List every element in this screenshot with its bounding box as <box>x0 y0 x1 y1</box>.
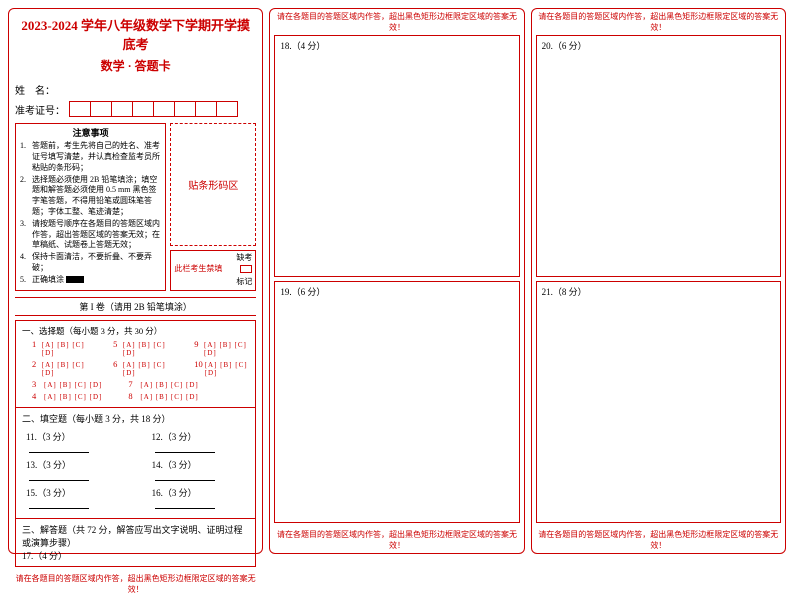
mc-opts[interactable]: [A] [B] [C] [D] <box>140 381 198 389</box>
barcode-label: 贴条形码区 <box>188 177 238 192</box>
mc-opts[interactable]: [A] [B] [C] [D] <box>123 341 168 357</box>
q17-label: 17.（4 分） <box>22 549 249 562</box>
mc-opts[interactable]: [A] [B] [C] [D] <box>140 393 198 401</box>
mc-opts[interactable]: [A] [B] [C] [D] <box>44 381 102 389</box>
section1-bar: 第 I 卷（请用 2B 铅笔填涂） <box>15 297 256 316</box>
mc-opts[interactable]: [A] [B] [C] [D] <box>42 341 87 357</box>
q21-block[interactable]: 21.（8 分） <box>536 281 781 523</box>
mc-opts[interactable]: [A] [B] [C] [D] <box>42 361 87 377</box>
name-label: 姓 名： <box>15 86 55 97</box>
fill-box: 二、填空题（每小题 3 分，共 18 分） 11.（3 分） 12.（3 分） … <box>15 408 256 519</box>
q19-label: 19.（6 分） <box>280 287 325 297</box>
notice-item: 正确填涂 <box>32 275 64 284</box>
barcode-area: 贴条形码区 <box>170 123 256 246</box>
fill-blank[interactable] <box>155 444 215 453</box>
fill-item: 12.（3 分） <box>152 432 197 442</box>
ans-title: 三、解答题（共 72 分，解答应写出文字说明、证明过程或演算步骤） <box>22 523 249 549</box>
fill-blank[interactable] <box>155 472 215 481</box>
absent-label: 缺考 <box>236 253 252 263</box>
name-row: 姓 名： <box>15 82 256 97</box>
fill-item: 15.（3 分） <box>26 488 71 498</box>
id-boxes[interactable] <box>65 101 238 117</box>
q19-block[interactable]: 19.（6 分） <box>274 281 519 523</box>
fill-item: 14.（3 分） <box>152 460 197 470</box>
q18-label: 18.（4 分） <box>280 41 325 51</box>
fill-blank[interactable] <box>29 472 89 481</box>
fill-blank[interactable] <box>29 444 89 453</box>
info-row: 注意事项 1.答题前，考生先将自己的姓名、准考证号填写清楚，并认真检查监考员所粘… <box>15 123 256 291</box>
mc-opts[interactable]: [A] [B] [C] [D] <box>204 341 249 357</box>
answer-sheet: 2023-2024 学年八年级数学下学期开学摸底考 数学 · 答题卡 姓 名： … <box>8 8 786 554</box>
top-warn: 请在各题目的答题区域内作答，超出黑色矩形边框限定区域的答案无效！ <box>270 9 523 35</box>
fill-blank[interactable] <box>155 500 215 509</box>
column-2: 请在各题目的答题区域内作答，超出黑色矩形边框限定区域的答案无效！ 18.（4 分… <box>269 8 524 554</box>
id-label: 准考证号： <box>15 102 65 117</box>
fill-item: 13.（3 分） <box>26 460 71 470</box>
answer-box-17[interactable]: 三、解答题（共 72 分，解答应写出文字说明、证明过程或演算步骤） 17.（4 … <box>15 519 256 567</box>
q21-label: 21.（8 分） <box>542 287 587 297</box>
mc-opts[interactable]: [A] [B] [C] [D] <box>123 361 168 377</box>
top-warn: 请在各题目的答题区域内作答，超出黑色矩形边框限定区域的答案无效！ <box>532 9 785 35</box>
mc-box: 一、选择题（每小题 3 分，共 30 分） 1[A] [B] [C] [D] 5… <box>15 320 256 408</box>
absent-checkbox[interactable] <box>240 265 252 273</box>
column-1: 2023-2024 学年八年级数学下学期开学摸底考 数学 · 答题卡 姓 名： … <box>8 8 263 554</box>
main-title: 2023-2024 学年八年级数学下学期开学摸底考 <box>15 15 256 53</box>
notice-title: 注意事项 <box>20 127 161 139</box>
q18-block[interactable]: 18.（4 分） <box>274 35 519 277</box>
footer-warn: 请在各题目的答题区域内作答，超出黑色矩形边框限定区域的答案无效！ <box>532 527 785 553</box>
forbid-title: 此栏考生禁填 <box>174 264 222 274</box>
id-row: 准考证号： <box>15 101 256 117</box>
q20-block[interactable]: 20.（6 分） <box>536 35 781 277</box>
notice-item: 选择题必须使用 2B 铅笔填涂；填空题和解答题必须使用 0.5 mm 黑色签字笔… <box>32 175 161 218</box>
forbid-box: 缺考 此栏考生禁填 标记 <box>170 250 256 290</box>
column-3: 请在各题目的答题区域内作答，超出黑色矩形边框限定区域的答案无效！ 20.（6 分… <box>531 8 786 554</box>
mc-opts[interactable]: [A] [B] [C] [D] <box>44 393 102 401</box>
fill-title: 二、填空题（每小题 3 分，共 18 分） <box>22 412 249 425</box>
mc-opts[interactable]: [A] [B] [C] [D] <box>205 361 250 377</box>
sub-title: 数学 · 答题卡 <box>15 57 256 74</box>
notice-item: 请按题号顺序在各题目的答题区域内作答，超出答题区域的答案无效；在草稿纸、试题卷上… <box>32 219 161 251</box>
footer-warn: 请在各题目的答题区域内作答，超出黑色矩形边框限定区域的答案无效！ <box>9 571 262 597</box>
fill-blank[interactable] <box>29 500 89 509</box>
fill-item: 16.（3 分） <box>152 488 197 498</box>
footer-warn: 请在各题目的答题区域内作答，超出黑色矩形边框限定区域的答案无效！ <box>270 527 523 553</box>
notice-box: 注意事项 1.答题前，考生先将自己的姓名、准考证号填写清楚，并认真检查监考员所粘… <box>15 123 166 291</box>
notice-item: 答题前，考生先将自己的姓名、准考证号填写清楚，并认真检查监考员所粘贴的条形码； <box>32 141 161 173</box>
q20-label: 20.（6 分） <box>542 41 587 51</box>
mark-label: 标记 <box>236 277 252 287</box>
fill-item: 11.（3 分） <box>26 432 71 442</box>
mc-title: 一、选择题（每小题 3 分，共 30 分） <box>22 325 249 337</box>
notice-item: 保持卡面清洁，不要折叠、不要弄破； <box>32 252 161 274</box>
fill-example-icon <box>66 276 84 283</box>
